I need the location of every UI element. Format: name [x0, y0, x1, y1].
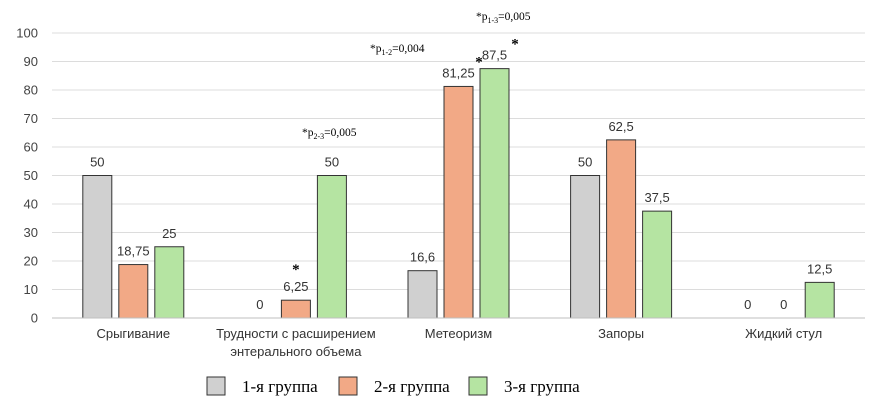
- p-value-subscript: 1-3: [488, 16, 499, 25]
- data-label: 16,6: [410, 250, 435, 265]
- p-value-prefix: *p: [370, 43, 382, 55]
- bar: [280, 299, 311, 319]
- x-tick-label: энтерального объема: [230, 344, 362, 359]
- legend-swatch: [468, 376, 488, 396]
- p-value-subscript: 2-3: [314, 132, 325, 141]
- y-tick-label: 80: [24, 83, 38, 98]
- bar: [443, 85, 474, 319]
- x-tick-label: Трудности с расширением: [216, 326, 376, 341]
- p-value-subscript: 1-2: [382, 48, 393, 57]
- bar: [316, 175, 347, 319]
- y-tick-label: 40: [24, 197, 38, 212]
- legend-swatch: [338, 376, 358, 396]
- y-tick-label: 10: [24, 282, 38, 297]
- data-label: 50: [90, 155, 104, 170]
- data-label: 0: [780, 297, 787, 312]
- bar: [82, 175, 113, 319]
- data-label: 6,25: [283, 279, 308, 294]
- data-label: 0: [256, 297, 263, 312]
- legend-label: 3-я группа: [504, 377, 580, 396]
- y-tick-label: 100: [16, 26, 38, 41]
- legend-label: 1-я группа: [242, 377, 318, 396]
- y-tick-label: 0: [31, 311, 38, 326]
- legend-swatch: [206, 376, 226, 396]
- y-tick-label: 30: [24, 225, 38, 240]
- bar: [570, 175, 601, 319]
- p-value-annotation: *p1-3=0,005: [476, 11, 531, 25]
- y-tick-label: 50: [24, 168, 38, 183]
- x-tick-label: Жидкий стул: [745, 326, 822, 341]
- p-value-number: =0,005: [324, 127, 357, 139]
- bar: [479, 68, 510, 319]
- x-tick-label: Запоры: [598, 326, 644, 341]
- x-tick-label: Срыгивание: [96, 326, 170, 341]
- data-label: 50: [578, 155, 592, 170]
- bar: [606, 139, 637, 319]
- y-tick-label: 90: [24, 54, 38, 69]
- p-value-number: =0,005: [498, 11, 531, 23]
- p-value-annotation: *p1-2=0,004: [370, 43, 425, 57]
- data-label: 37,5: [644, 190, 669, 205]
- legend-label: 2-я группа: [374, 377, 450, 396]
- p-value-prefix: *p: [302, 127, 314, 139]
- y-tick-label: 20: [24, 254, 38, 269]
- data-label: 12,5: [807, 261, 832, 276]
- p-value-prefix: *p: [476, 11, 488, 23]
- data-label: 18,75: [117, 244, 150, 259]
- significance-star: *: [511, 37, 519, 53]
- x-tick-label: Метеоризм: [425, 326, 492, 341]
- bar: [642, 210, 673, 319]
- data-label: 62,5: [608, 119, 633, 134]
- p-value-annotation: *p2-3=0,005: [302, 127, 357, 141]
- data-label: 0: [744, 297, 751, 312]
- y-tick-label: 60: [24, 140, 38, 155]
- data-label: 81,25: [442, 65, 475, 80]
- data-label: 50: [325, 155, 339, 170]
- significance-star: *: [475, 54, 483, 70]
- data-label: 87,5: [482, 48, 507, 63]
- data-label: 25: [162, 226, 176, 241]
- y-tick-label: 70: [24, 111, 38, 126]
- bar: [407, 270, 438, 319]
- bar: [118, 264, 149, 319]
- bar: [804, 281, 835, 319]
- bar: [154, 246, 185, 319]
- significance-star: *: [292, 262, 300, 278]
- p-value-number: =0,004: [392, 43, 425, 55]
